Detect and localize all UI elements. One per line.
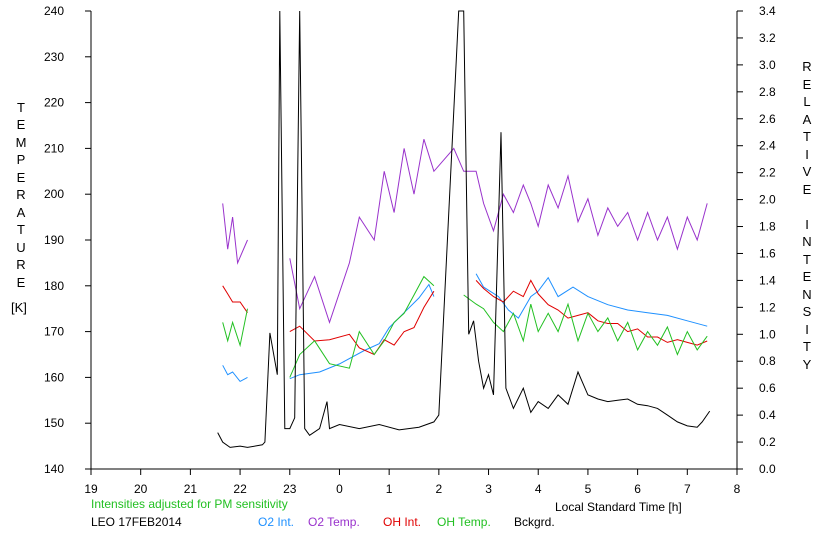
y-right-tick-label: 1.4 [759, 273, 776, 287]
series-line-oh-temp [222, 308, 248, 348]
series-line-oh-int [475, 279, 708, 346]
x-tick-label: 3 [485, 482, 492, 496]
y-right-tick-label: 0.4 [759, 408, 776, 422]
y-left-tick-label: 160 [44, 370, 64, 384]
y-axis-right-label: R E L A T I V E I N T E N S I T Y [802, 59, 812, 372]
series-line-o2-temp [289, 139, 708, 324]
y-left-tick-label: 200 [44, 187, 64, 201]
y-right-tick-label: 2.6 [759, 112, 776, 126]
y-left-tick-label: 240 [44, 4, 64, 18]
y-left-tick-label: 180 [44, 279, 64, 293]
x-tick-label: 6 [634, 482, 641, 496]
series-group [217, 10, 711, 448]
y-right-tick-label: 0.0 [759, 462, 776, 476]
legend-oh-temp: OH Temp. [437, 515, 491, 529]
y-left-tick-label: 150 [44, 416, 64, 430]
x-tick-label: 1 [386, 482, 393, 496]
station-date: LEO 17FEB2014 [91, 515, 182, 529]
series-line-oh-temp [289, 275, 435, 378]
y-axis-left-unit: [K] [11, 300, 27, 315]
y-right-tick-label: 1.8 [759, 220, 776, 234]
x-tick-label: 2 [436, 482, 443, 496]
y-left-tick-label: 140 [44, 462, 64, 476]
y-right-tick-label: 2.0 [759, 193, 776, 207]
y-right-tick-label: 3.0 [759, 58, 776, 72]
legend-o2-temp: O2 Temp. [308, 515, 360, 529]
y-right-tick-label: 0.2 [759, 435, 776, 449]
x-tick-label: 23 [283, 482, 297, 496]
y-right-tick-label: 1.6 [759, 246, 776, 260]
y-right-tick-label: 2.8 [759, 85, 776, 99]
y-right-tick-label: 1.0 [759, 327, 776, 341]
y-axis-left-label: T E M P E R A T U R E [15, 99, 27, 290]
y-left-tick-label: 210 [44, 141, 64, 155]
x-tick-label: 7 [684, 482, 691, 496]
x-tick-label: 19 [84, 482, 98, 496]
x-axis-label: Local Standard Time [h] [555, 500, 682, 514]
legend-bckgrd: Bckgrd. [514, 515, 555, 529]
y-right-tick-label: 0.8 [759, 354, 776, 368]
x-tick-label: 4 [535, 482, 542, 496]
y-right-tick-label: 2.4 [759, 139, 776, 153]
y-right-tick-label: 2.2 [759, 166, 776, 180]
y-right-tick-label: 3.4 [759, 4, 776, 18]
y-right-tick-label: 3.2 [759, 31, 776, 45]
y-left-tick-label: 170 [44, 325, 64, 339]
y-left-tick-label: 220 [44, 96, 64, 110]
series-line-oh-int [289, 290, 435, 356]
note-text: Intensities adjusted for PM sensitivity [91, 497, 288, 511]
y-right-tick-label: 1.2 [759, 300, 776, 314]
x-tick-label: 5 [585, 482, 592, 496]
y-right-tick-label: 0.6 [759, 381, 776, 395]
legend-o2-int: O2 Int. [258, 515, 295, 529]
y-left-tick-label: 190 [44, 233, 64, 247]
series-line-bckgrd [217, 10, 711, 448]
x-tick-label: 21 [184, 482, 198, 496]
axes: 1401501601701801902002102202302400.00.20… [44, 4, 776, 496]
series-line-o2-int [289, 283, 435, 380]
legend-oh-int: OH Int. [383, 515, 422, 529]
series-line-oh-int [222, 285, 248, 313]
series-line-o2-int [475, 273, 708, 327]
x-tick-label: 8 [734, 482, 741, 496]
x-tick-label: 20 [134, 482, 148, 496]
x-tick-label: 22 [233, 482, 247, 496]
series-line-oh-temp [463, 294, 708, 356]
x-tick-label: 0 [336, 482, 343, 496]
y-left-tick-label: 230 [44, 50, 64, 64]
series-line-o2-int [222, 365, 248, 383]
series-line-o2-temp [222, 203, 248, 265]
